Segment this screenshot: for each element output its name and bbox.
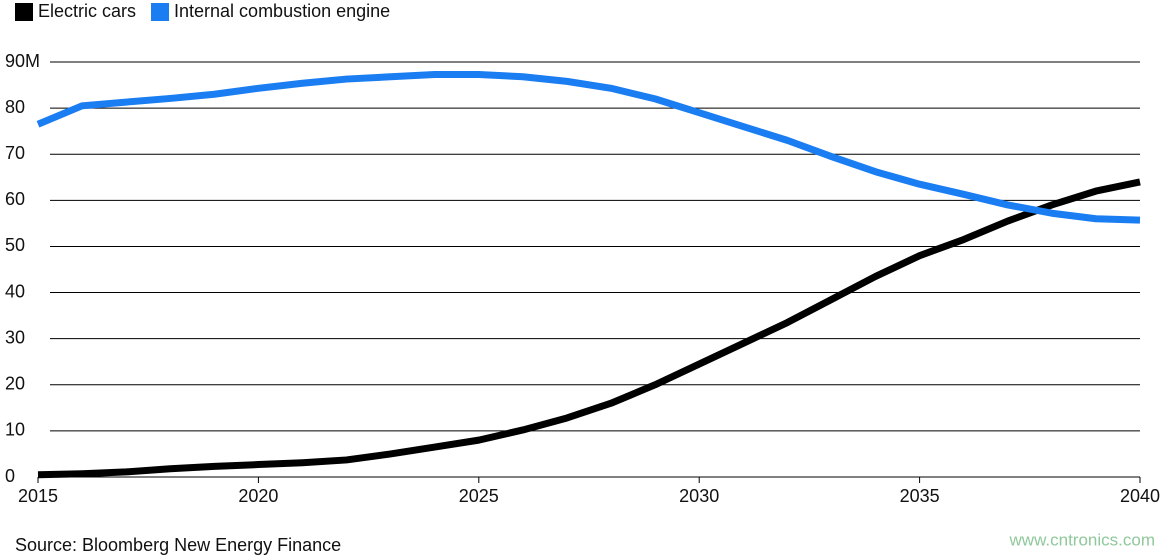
source: Source: Bloomberg New Energy Finance: [15, 535, 341, 555]
y-tick-label: 60: [5, 189, 25, 209]
legend-label: Internal combustion engine: [174, 1, 390, 21]
series-line: [37, 178, 1141, 479]
x-tick-label: 2040: [1120, 486, 1160, 506]
y-tick-label: 10: [5, 420, 25, 440]
x-tick-label: 2015: [18, 486, 58, 506]
x-tick-label: 2030: [679, 486, 719, 506]
y-tick-label: 30: [5, 327, 25, 347]
legend-label: Electric cars: [38, 1, 136, 21]
y-tick-label: 70: [5, 143, 25, 163]
x-tick-label: 2020: [238, 486, 278, 506]
legend-swatch: [15, 3, 33, 21]
y-tick-label: 20: [5, 374, 25, 394]
legend-swatch: [151, 3, 170, 21]
y-tick-label: 40: [5, 281, 25, 301]
y-tick-label: 50: [5, 235, 25, 255]
y-tick-label: 90M: [5, 51, 40, 71]
x-tick-label: 2035: [900, 486, 940, 506]
watermark: www.cntronics.com: [1009, 530, 1155, 549]
y-tick-label: 80: [5, 97, 25, 117]
series-line: [36, 70, 1141, 224]
x-tick-label: 2025: [459, 486, 499, 506]
y-tick-label: 0: [5, 466, 15, 486]
